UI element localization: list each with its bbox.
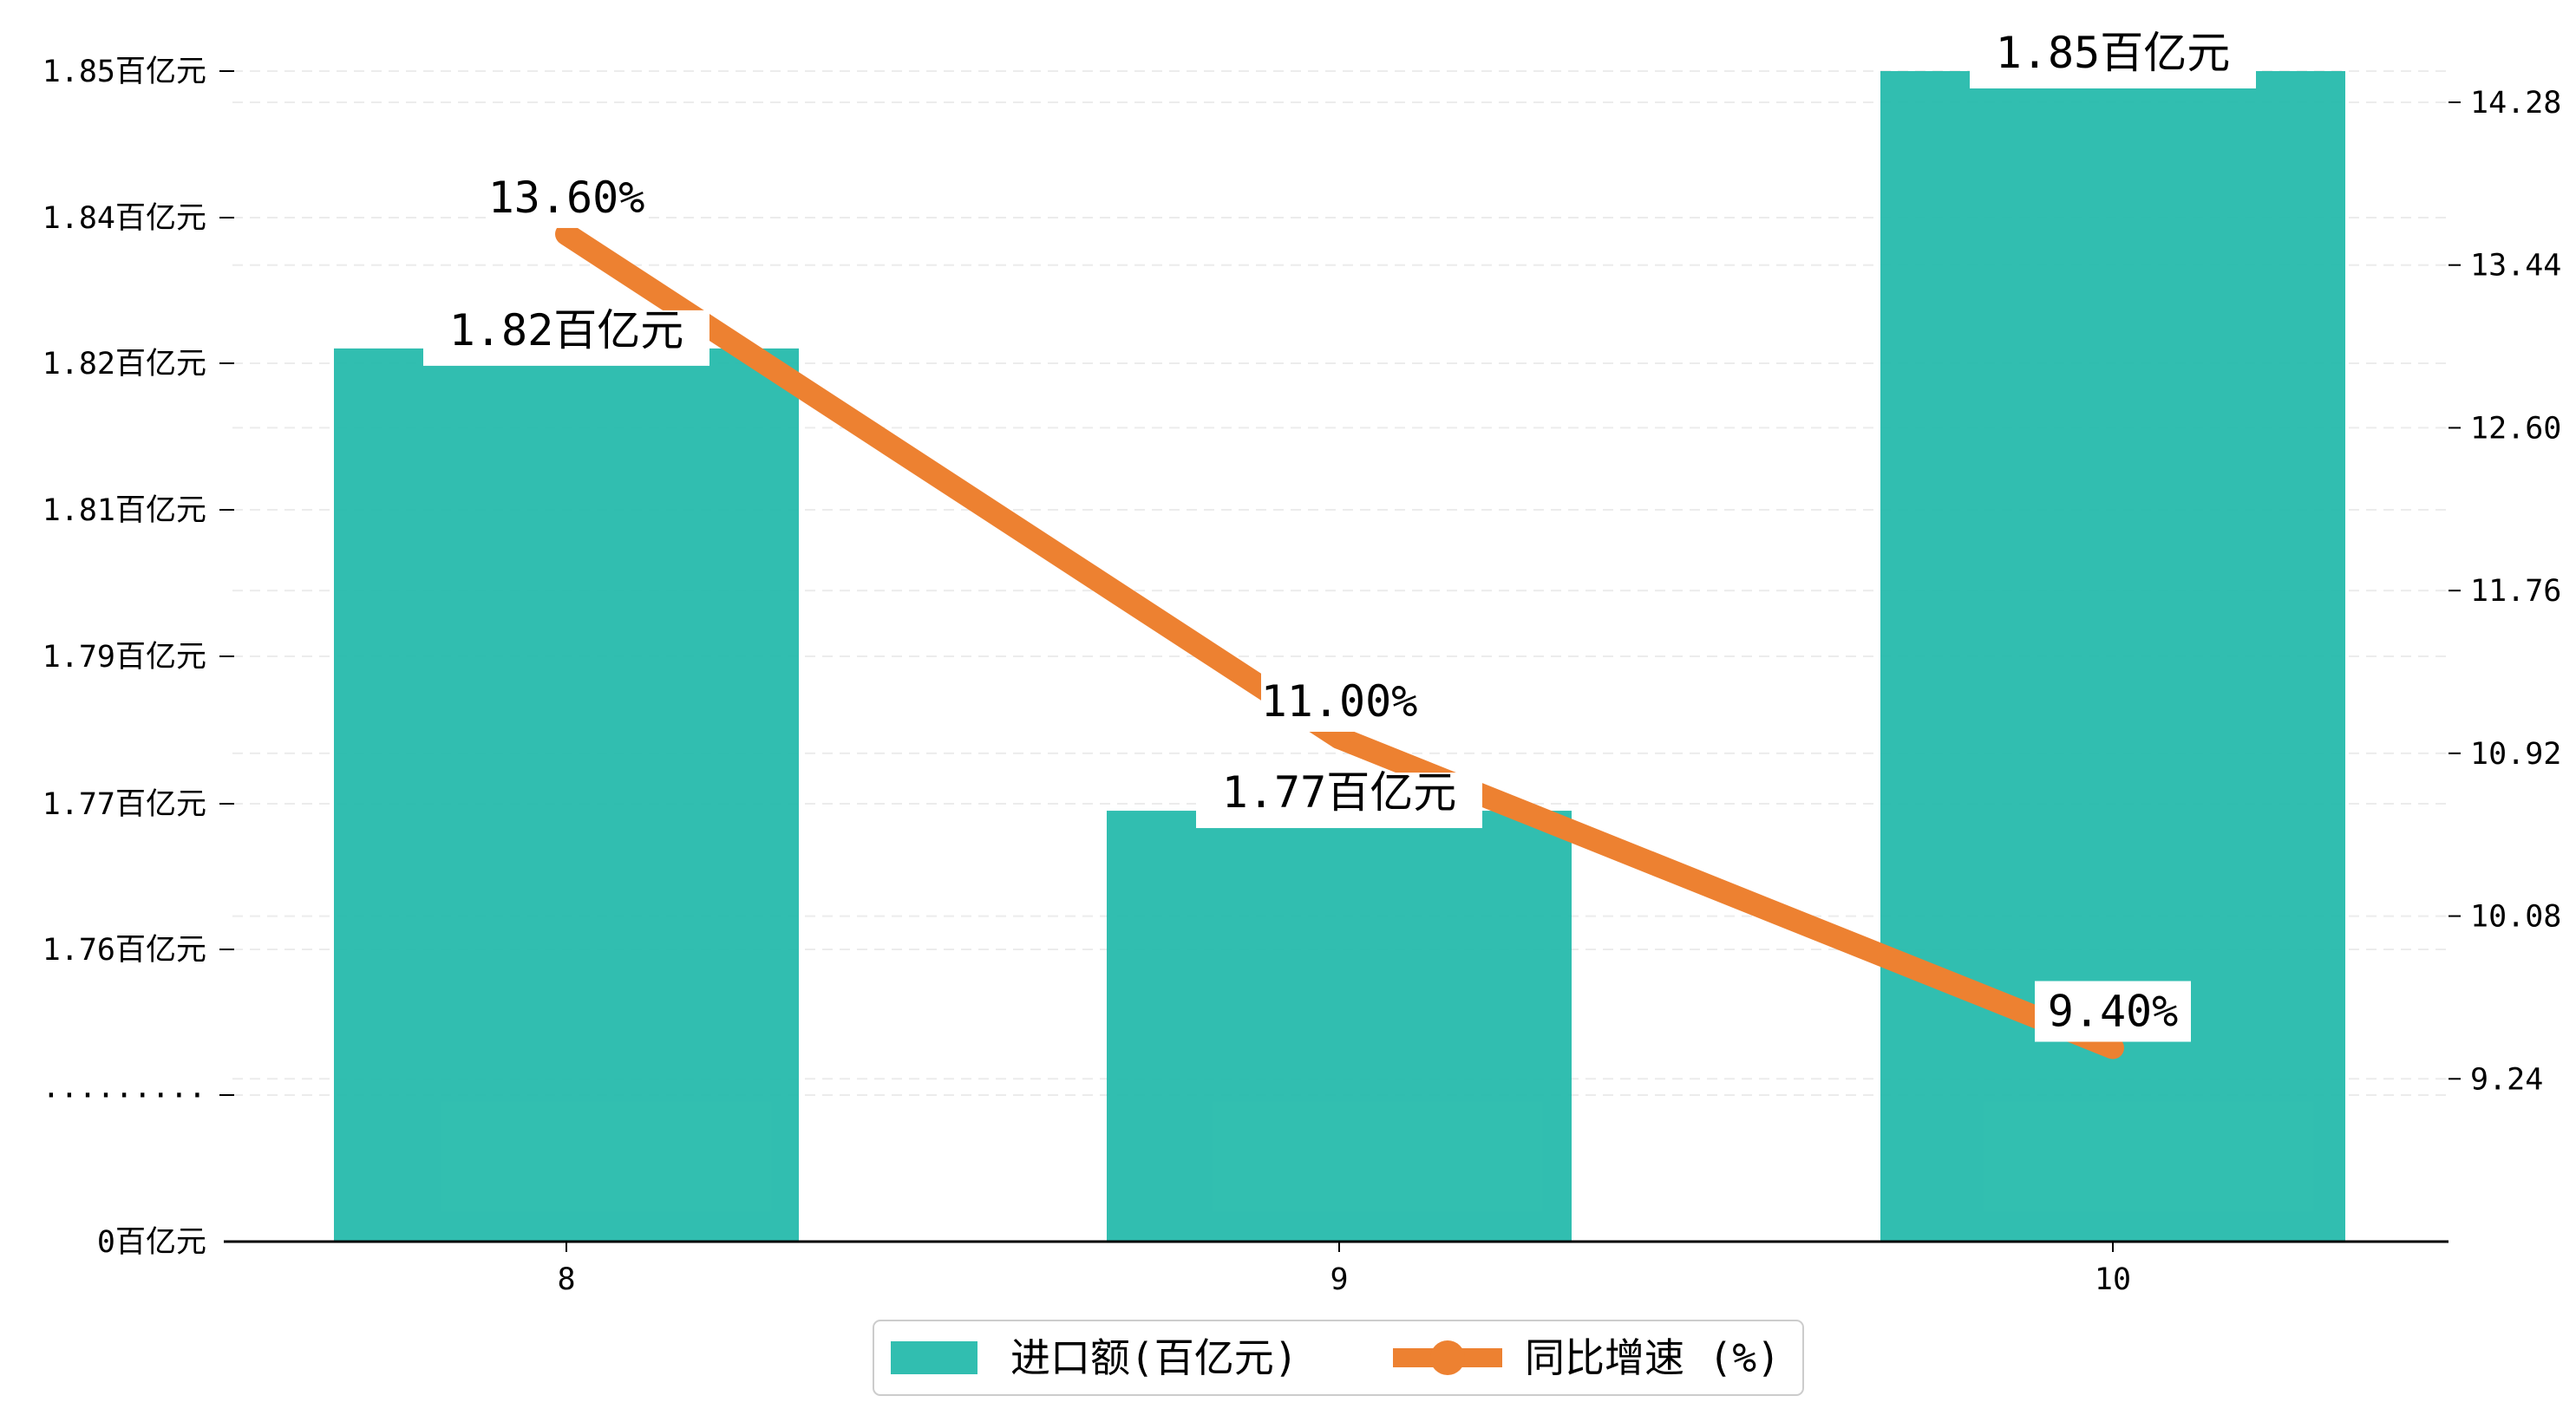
line-value-label: 11.00% xyxy=(1261,676,1418,727)
legend-line-label: 同比增速 (%) xyxy=(1525,1334,1781,1381)
right-tick-label: 10.92 xyxy=(2470,737,2561,772)
left-tick-label: 1.77百亿元 xyxy=(42,787,206,822)
line-point xyxy=(555,222,578,245)
x-tick-label: 9 xyxy=(1330,1262,1348,1297)
axes: 8 9 10 1.85百亿元 1.84百亿元 1.82百亿元 1.81百亿元 1.79百亿元 1… xyxy=(42,55,2561,1297)
right-tick-label: 13.44 xyxy=(2470,249,2561,284)
left-tick-label: ········· xyxy=(42,1079,206,1113)
line-label-box xyxy=(2035,981,2191,1042)
x-tick-label: 8 xyxy=(557,1262,575,1297)
line-series xyxy=(555,222,2124,1060)
legend-bar-label: 进口额(百亿元) xyxy=(1010,1334,1298,1381)
bar xyxy=(1880,71,2345,1242)
bar-value-label: 1.85百亿元 xyxy=(1996,28,2230,78)
legend: 进口额(百亿元) 同比增速 (%) xyxy=(873,1320,1804,1396)
line-value-label: 13.60% xyxy=(488,173,645,223)
bar-series xyxy=(334,71,2345,1242)
left-tick-label: 1.79百亿元 xyxy=(42,640,206,675)
bar-label-box xyxy=(1196,773,1482,829)
left-tick-label: 1.81百亿元 xyxy=(42,493,206,528)
bar-value-label: 1.82百亿元 xyxy=(449,305,683,355)
left-tick-label: 1.85百亿元 xyxy=(42,55,206,89)
right-tick-label: 14.28 xyxy=(2470,86,2561,121)
left-tick-label: 1.84百亿元 xyxy=(42,201,206,236)
right-tick-label: 10.08 xyxy=(2470,900,2561,935)
left-tick-label: 1.76百亿元 xyxy=(42,933,206,968)
bar xyxy=(334,348,799,1242)
left-tick-label: 0百亿元 xyxy=(97,1225,206,1260)
x-tick-label: 10 xyxy=(2095,1262,2131,1297)
legend-bar-swatch xyxy=(891,1341,977,1374)
data-labels: 1.82百亿元 1.77百亿元 1.85百亿元 13.60% 11.00% 9.40% xyxy=(423,28,2256,1042)
bar xyxy=(1107,811,1572,1242)
bar-label-box xyxy=(1970,33,2256,88)
line-value-label: 9.40% xyxy=(2048,987,2179,1037)
legend-box xyxy=(873,1320,1804,1396)
line-label-box xyxy=(1261,670,1417,732)
right-tick-label: 9.24 xyxy=(2470,1062,2543,1097)
right-tick-label: 11.76 xyxy=(2470,574,2561,609)
left-tick-label: 1.82百亿元 xyxy=(42,347,206,381)
line-point xyxy=(2102,1036,2124,1060)
legend-line-marker xyxy=(1430,1340,1465,1375)
line-point xyxy=(1328,726,1350,749)
bar-label-box xyxy=(423,310,709,366)
right-tick-label: 12.60 xyxy=(2470,411,2561,446)
line-label-box xyxy=(488,166,644,228)
bar-value-label: 1.77百亿元 xyxy=(1222,767,1456,818)
